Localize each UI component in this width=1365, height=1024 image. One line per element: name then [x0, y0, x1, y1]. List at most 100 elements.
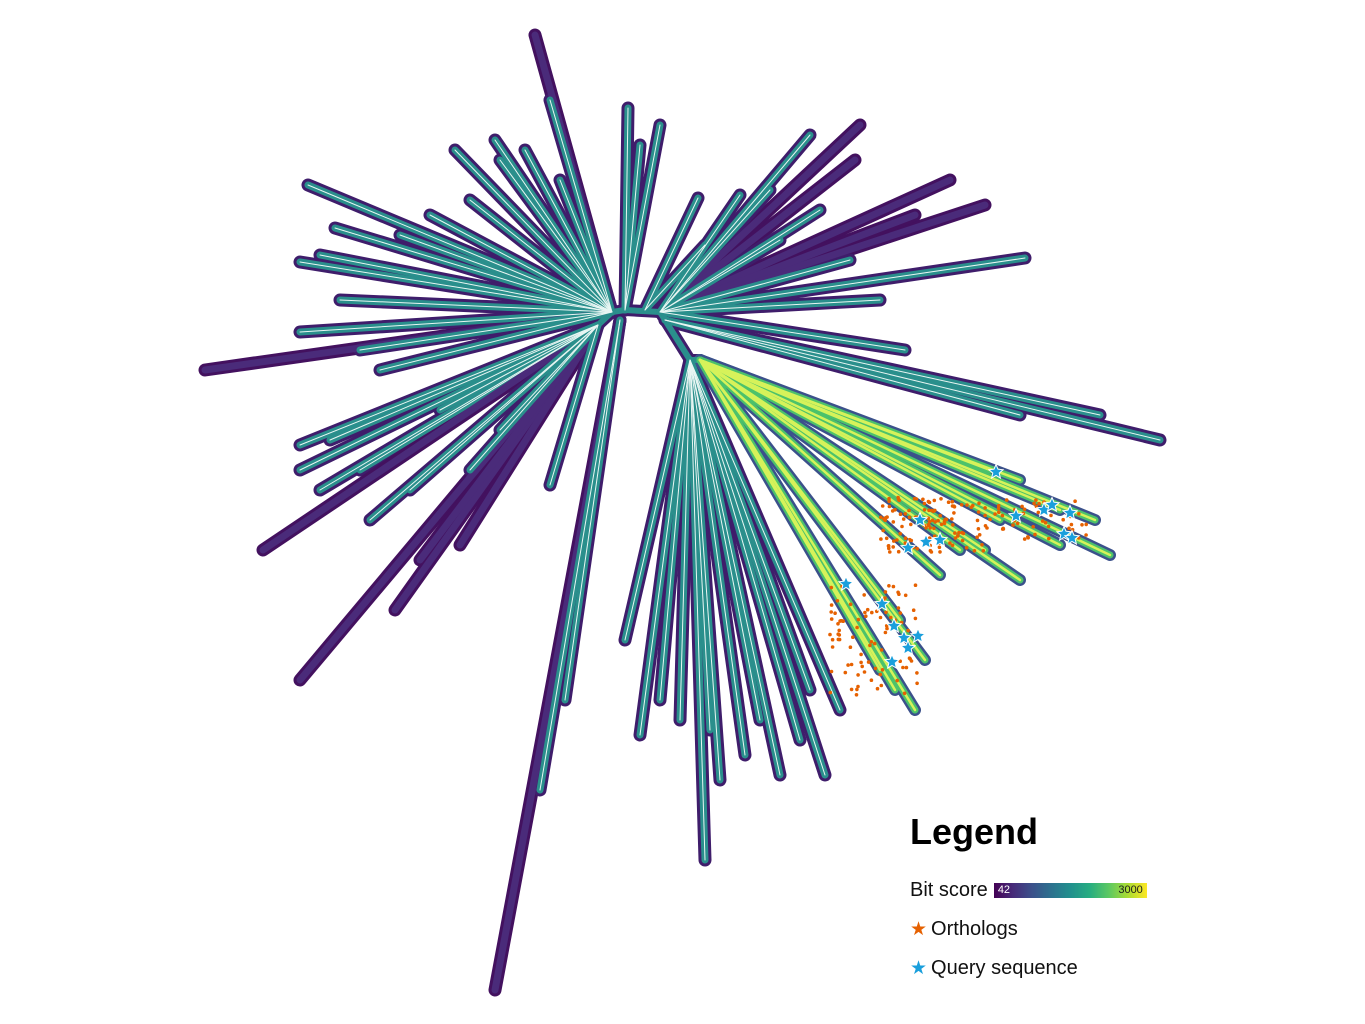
- ortholog-marker: [965, 503, 969, 507]
- branch-core: [639, 359, 691, 736]
- branch-core: [564, 319, 621, 701]
- ortholog-marker: [915, 546, 919, 551]
- branch-core: [624, 359, 691, 641]
- ortholog-marker: [887, 584, 891, 588]
- ortholog-marker: [883, 596, 887, 600]
- ortholog-marker: [909, 522, 913, 527]
- ortholog-marker: [907, 656, 912, 660]
- ortholog-marker: [895, 678, 899, 683]
- query-star-marker: [987, 463, 1005, 480]
- ortholog-marker: [856, 673, 860, 677]
- ortholog-marker: [869, 678, 874, 682]
- bit-score-max: 3000: [1118, 883, 1143, 896]
- query-star-marker: [883, 653, 901, 670]
- ortholog-marker: [993, 512, 997, 516]
- ortholog-marker: [914, 497, 919, 501]
- ortholog-marker: [1040, 519, 1045, 523]
- ortholog-marker: [959, 503, 964, 507]
- branch-core: [659, 134, 811, 313]
- ortholog-marker: [893, 508, 897, 512]
- query-star-marker: [899, 639, 917, 656]
- ortholog-marker: [930, 518, 935, 523]
- branch-core: [494, 139, 613, 313]
- ortholog-marker: [956, 534, 960, 538]
- branch-core: [644, 197, 699, 311]
- ortholog-marker: [906, 628, 910, 633]
- ortholog-marker: [848, 602, 853, 607]
- ortholog-marker: [829, 585, 834, 590]
- branch-core: [689, 359, 711, 731]
- ortholog-marker: [1001, 526, 1005, 531]
- ortholog-marker: [950, 499, 955, 504]
- ortholog-marker: [1000, 513, 1005, 518]
- ortholog-marker: [848, 645, 853, 649]
- ortholog-marker: [856, 617, 861, 622]
- ortholog-marker: [881, 528, 885, 533]
- ortholog-marker: [1077, 512, 1081, 516]
- ortholog-marker: [1043, 520, 1048, 525]
- branch-core: [399, 234, 613, 313]
- branch-fill: [416, 321, 602, 564]
- ortholog-marker: [891, 520, 896, 524]
- branch-core: [659, 259, 851, 313]
- ortholog-marker: [1084, 533, 1088, 537]
- ortholog-marker: [960, 538, 965, 543]
- ortholog-marker: [895, 538, 899, 542]
- ortholog-marker: [898, 531, 902, 536]
- ortholog-marker: [896, 549, 901, 554]
- ortholog-marker: [904, 665, 909, 670]
- ortholog-marker: [880, 668, 885, 672]
- query-star-marker: [909, 627, 927, 644]
- ortholog-marker: [913, 616, 918, 621]
- ortholog-marker: [836, 637, 841, 642]
- branch-core: [549, 324, 599, 486]
- ortholog-marker: [1033, 532, 1037, 537]
- query-star-marker: [873, 595, 891, 612]
- branch-core: [319, 254, 613, 313]
- ortholog-marker: [977, 533, 982, 537]
- ortholog-marker: [927, 519, 932, 524]
- ortholog-marker: [830, 645, 835, 649]
- branch-core: [689, 359, 781, 776]
- ortholog-marker: [929, 550, 934, 554]
- ortholog-marker: [1022, 537, 1027, 541]
- bit-score-colorbar: 42 3000: [993, 882, 1147, 898]
- ortholog-marker: [909, 659, 914, 663]
- ortholog-marker: [1046, 524, 1051, 529]
- ortholog-marker: [907, 515, 912, 520]
- ortholog-marker: [960, 530, 964, 535]
- ortholog-marker: [854, 693, 859, 697]
- ortholog-marker: [1011, 523, 1015, 527]
- query-star-marker: [911, 511, 929, 528]
- ortholog-marker: [864, 614, 868, 618]
- ortholog-marker: [907, 508, 911, 513]
- branch-core: [499, 324, 599, 431]
- branch-core: [469, 324, 599, 471]
- ortholog-marker: [892, 539, 896, 543]
- ortholog-marker: [875, 686, 880, 691]
- ortholog-marker: [878, 672, 883, 677]
- ortholog-star-icon: ★: [910, 918, 928, 940]
- branch-core: [379, 311, 613, 371]
- ortholog-marker: [855, 625, 859, 630]
- query-star-icon: ★: [910, 957, 928, 979]
- ortholog-marker: [1037, 501, 1041, 506]
- ortholog-marker: [880, 504, 885, 508]
- ortholog-marker: [859, 652, 863, 657]
- branch-fill: [656, 211, 919, 316]
- branch-core: [659, 311, 906, 351]
- ortholog-marker: [887, 496, 891, 501]
- branch-core: [429, 214, 613, 313]
- ortholog-marker: [856, 684, 860, 689]
- query-star-marker: [1007, 507, 1025, 524]
- ortholog-marker: [855, 687, 859, 692]
- ortholog-marker: [829, 617, 834, 621]
- ortholog-marker: [946, 500, 951, 505]
- query-star-marker: [899, 539, 917, 556]
- ortholog-marker: [891, 545, 895, 549]
- ortholog-marker: [1047, 536, 1051, 541]
- ortholog-marker: [885, 626, 889, 631]
- ortholog-marker: [828, 690, 833, 695]
- ortholog-marker: [1067, 526, 1071, 531]
